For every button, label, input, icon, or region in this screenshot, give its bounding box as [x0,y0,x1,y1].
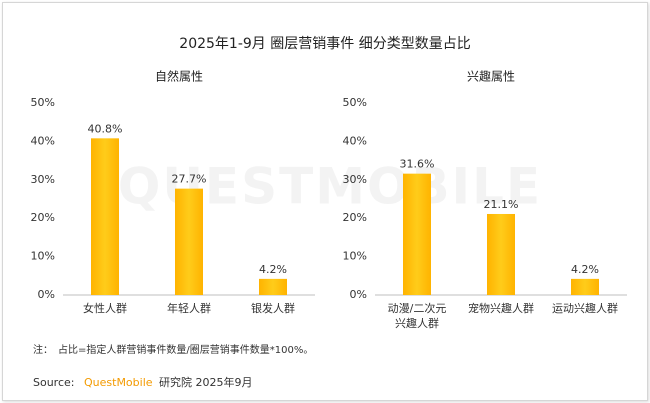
chart-title: 自然属性 [155,69,203,84]
bar [259,278,287,295]
page-title: 2025年1-9月 圈层营销事件 细分类型数量占比 [179,36,470,52]
bar [571,278,599,295]
x-tick-label: 年轻人群 [167,302,211,315]
x-tick-label: 女性人群 [83,302,127,315]
x-label-box: 运动兴趣人群 [552,302,618,315]
y-tick-label: 30% [31,173,55,186]
y-tick-label: 0% [350,288,367,301]
y-tick-label: 10% [31,250,55,263]
y-tick-label: 10% [343,250,367,263]
bar [175,188,203,295]
x-label-box: 女性人群 [83,302,127,315]
source-brand: QuestMobile [84,376,153,389]
x-tick-label: 动漫/二次元兴趣人群 [387,302,447,330]
note-text: 占比=指定人群营销事件数量/圈层营销事件数量*100%。 [58,343,313,356]
y-tick-label: 20% [343,211,367,224]
y-tick-label: 20% [31,211,55,224]
y-tick-label: 0% [38,288,55,301]
chart-title: 兴趣属性 [467,69,515,84]
bar [403,173,431,295]
x-label-box: 动漫/二次元兴趣人群 [387,302,447,330]
value-label: 40.8% [88,122,123,135]
bar [91,138,119,295]
y-tick-label: 50% [343,96,367,109]
x-label-box: 银发人群 [251,302,295,315]
note-label: 注： [33,343,53,356]
value-label: 27.7% [172,173,207,186]
source: Source: QuestMobile 研究院 2025年9月 [33,375,253,389]
x-tick-label: 银发人群 [251,302,295,315]
source-text: 研究院 2025年9月 [159,375,253,389]
value-label: 4.2% [259,263,287,276]
y-tick-label: 40% [31,134,55,147]
x-tick-label: 运动兴趣人群 [552,302,618,315]
x-label-box: 年轻人群 [167,302,211,315]
x-tick-label: 宠物兴趣人群 [468,302,534,315]
y-tick-label: 30% [343,173,367,186]
value-label: 21.1% [484,198,519,211]
x-label-box: 宠物兴趣人群 [468,302,534,315]
value-label: 31.6% [400,158,435,171]
bar [487,213,515,295]
y-tick-label: 40% [343,134,367,147]
value-label: 4.2% [571,263,599,276]
source-label: Source: [33,376,75,389]
y-tick-label: 50% [31,96,55,109]
